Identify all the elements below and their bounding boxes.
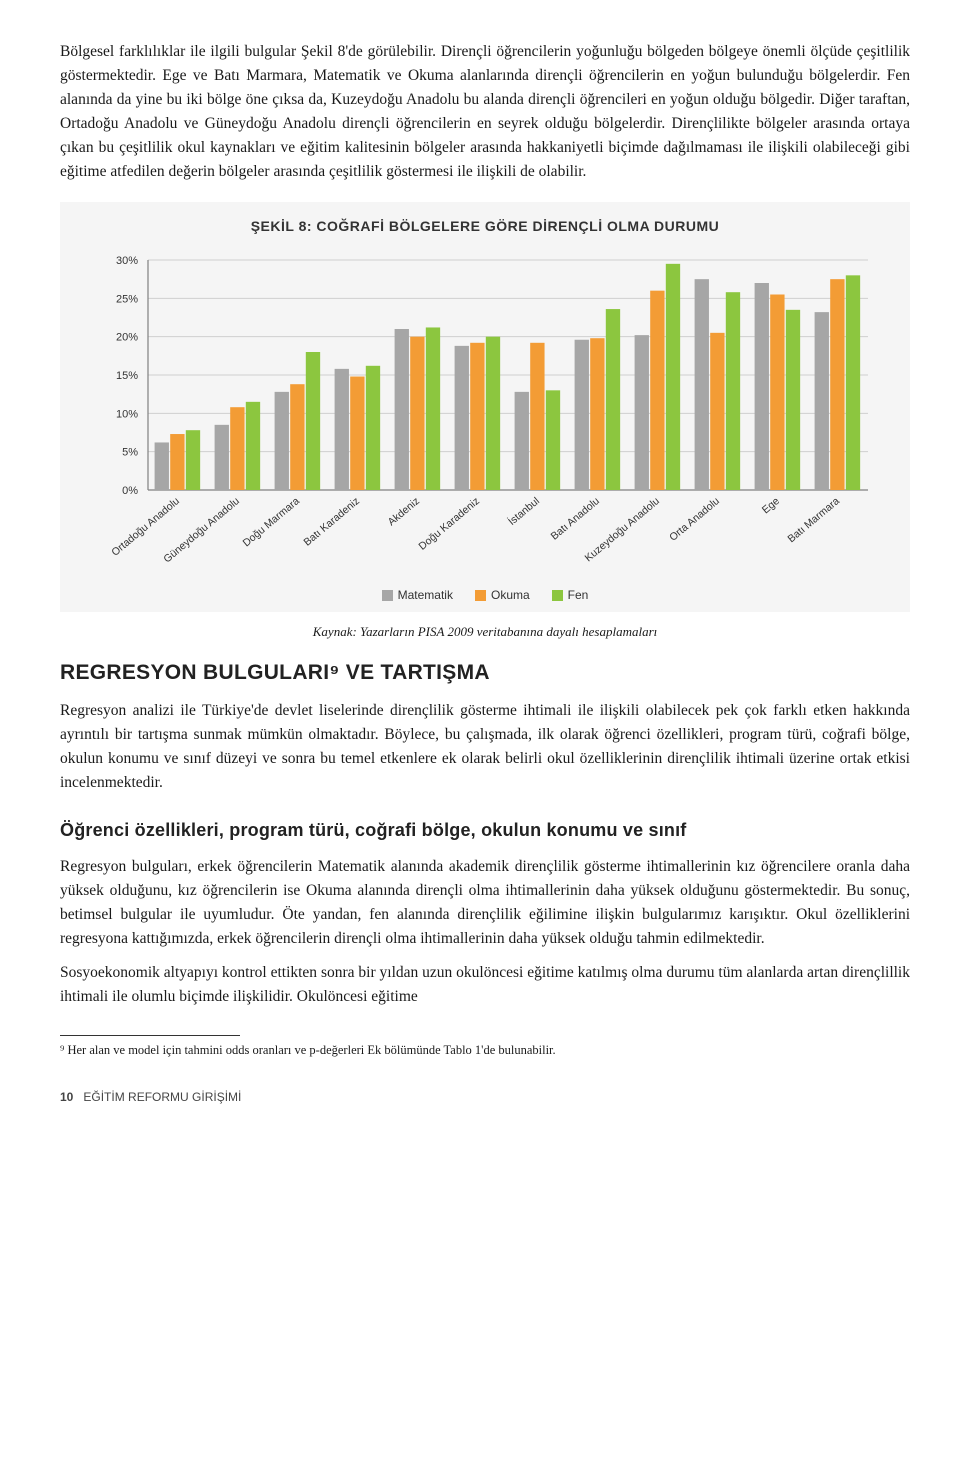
svg-text:Batı Karadeniz: Batı Karadeniz <box>301 495 361 548</box>
page-number: 10 <box>60 1088 73 1107</box>
svg-text:5%: 5% <box>122 446 138 458</box>
chart-source: Kaynak: Yazarların PISA 2009 veritabanın… <box>60 622 910 642</box>
chart-legend: Matematik Okuma Fen <box>70 586 900 605</box>
svg-text:15%: 15% <box>115 370 137 382</box>
svg-text:Doğu Karadeniz: Doğu Karadeniz <box>416 495 481 553</box>
student-features-paragraph-1: Regresyon bulguları, erkek öğrencilerin … <box>60 855 910 951</box>
footnote-rule <box>60 1035 240 1036</box>
legend-label: Fen <box>568 586 589 605</box>
legend-label: Matematik <box>398 586 453 605</box>
section-heading-regresyon: REGRESYON BULGULARI⁹ VE TARTIŞMA <box>60 657 910 690</box>
subsection-heading: Öğrenci özellikleri, program türü, coğra… <box>60 817 910 845</box>
legend-item: Matematik <box>382 586 453 605</box>
page-footer: 10 EĞİTİM REFORMU GİRİŞİMİ <box>60 1088 910 1107</box>
figure-8-container: ŞEKİL 8: COĞRAFİ BÖLGELERE GÖRE DİRENÇLİ… <box>60 202 910 612</box>
svg-text:30%: 30% <box>115 255 137 267</box>
svg-text:25%: 25% <box>115 293 137 305</box>
intro-paragraph: Bölgesel farklılıklar ile ilgili bulgula… <box>60 40 910 184</box>
legend-swatch <box>475 590 486 601</box>
student-features-paragraph-2: Sosyoekonomik altyapıyı kontrol ettikten… <box>60 961 910 1009</box>
svg-text:10%: 10% <box>115 408 137 420</box>
svg-text:Batı Anadolu: Batı Anadolu <box>548 495 601 543</box>
legend-swatch <box>552 590 563 601</box>
legend-label: Okuma <box>491 586 530 605</box>
svg-text:İstanbul: İstanbul <box>505 494 542 528</box>
svg-text:0%: 0% <box>122 485 138 497</box>
publication-name: EĞİTİM REFORMU GİRİŞİMİ <box>83 1088 241 1107</box>
svg-text:Batı Marmara: Batı Marmara <box>785 495 842 545</box>
legend-item: Okuma <box>475 586 530 605</box>
chart-title: ŞEKİL 8: COĞRAFİ BÖLGELERE GÖRE DİRENÇLİ… <box>70 216 900 238</box>
svg-text:20%: 20% <box>115 331 137 343</box>
svg-text:Orta Anadolu: Orta Anadolu <box>667 495 722 544</box>
regresyon-paragraph: Regresyon analizi ile Türkiye'de devlet … <box>60 699 910 795</box>
legend-swatch <box>382 590 393 601</box>
svg-text:Ege: Ege <box>759 495 781 516</box>
svg-text:Doğu Marmara: Doğu Marmara <box>240 495 301 549</box>
footnote-9: ⁹ Her alan ve model için tahmini odds or… <box>60 1042 910 1060</box>
grouped-bar-chart: 0%5%10%15%20%25%30%Ortadoğu AnadoluGüney… <box>93 250 878 580</box>
svg-text:Akdeniz: Akdeniz <box>385 495 421 528</box>
legend-item: Fen <box>552 586 589 605</box>
